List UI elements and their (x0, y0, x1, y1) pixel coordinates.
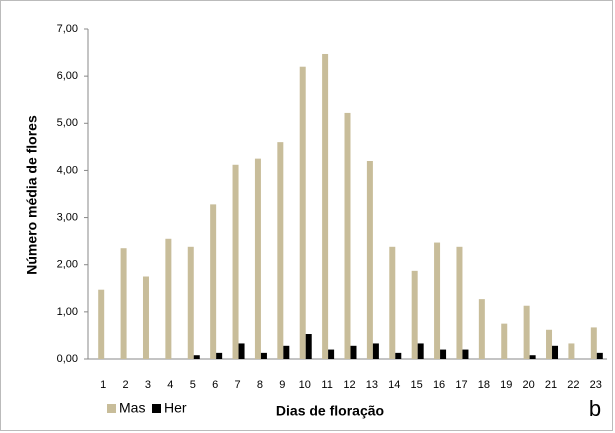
bar (193, 355, 200, 359)
bar (277, 142, 284, 359)
bar (238, 343, 245, 359)
x-tick-label: 1 (100, 379, 106, 391)
x-axis-title: Dias de floração (276, 403, 384, 419)
x-tick-label: 14 (388, 379, 400, 391)
x-tick-label: 10 (299, 379, 311, 391)
bar (142, 276, 149, 359)
bar (344, 112, 351, 360)
x-tick-label: 20 (523, 379, 535, 391)
legend-label: Her (164, 400, 187, 416)
x-tick-label: 9 (279, 379, 285, 391)
x-tick-label: 2 (123, 379, 129, 391)
bar (456, 246, 463, 359)
x-tick-label: 12 (343, 379, 355, 391)
annotation: b (589, 396, 601, 421)
bar (98, 289, 105, 359)
x-tick-label: 18 (478, 379, 490, 391)
bar (523, 305, 530, 359)
x-tick-label: 13 (366, 379, 378, 391)
x-tick-label: 21 (545, 379, 557, 391)
bar (568, 343, 575, 359)
bar (305, 334, 312, 359)
legend-label: Mas (119, 400, 145, 416)
y-tick-label: 0,00 (57, 353, 78, 365)
bar (283, 345, 290, 359)
y-tick-label: 4,00 (57, 164, 78, 176)
x-tick-label: 15 (411, 379, 423, 391)
x-tick-label: 8 (257, 379, 263, 391)
x-tick-label: 7 (234, 379, 240, 391)
x-tick-label: 4 (167, 379, 173, 391)
x-tick-label: 22 (567, 379, 579, 391)
legend-swatch (152, 404, 161, 413)
y-tick-label: 3,00 (57, 211, 78, 223)
x-tick-label: 3 (145, 379, 151, 391)
bar (596, 352, 603, 359)
x-tick-label: 17 (455, 379, 467, 391)
x-tick-label: 19 (500, 379, 512, 391)
bar (187, 246, 194, 359)
bar (322, 53, 329, 359)
bar (395, 352, 402, 359)
bar (546, 329, 553, 359)
y-tick-label: 6,00 (57, 70, 78, 82)
bar (372, 343, 379, 359)
bar (389, 246, 396, 359)
bar (165, 238, 172, 359)
y-tick-label: 2,00 (57, 259, 78, 271)
x-tick-label: 16 (433, 379, 445, 391)
bar (529, 355, 536, 359)
bar (120, 248, 127, 359)
bar (552, 345, 559, 359)
bar (260, 352, 267, 359)
x-tick-label: 11 (321, 379, 332, 391)
bar (462, 349, 469, 359)
bar (299, 66, 306, 359)
x-tick-label: 6 (212, 379, 218, 391)
y-tick-label: 7,00 (57, 23, 78, 35)
x-tick-label: 23 (590, 379, 602, 391)
bar (254, 158, 261, 359)
y-tick-label: 5,00 (57, 117, 78, 129)
bar (328, 349, 335, 359)
bar (350, 345, 357, 359)
bar (434, 242, 441, 359)
bar (478, 299, 485, 359)
bar (411, 270, 418, 359)
bar (216, 352, 223, 359)
bar (590, 327, 597, 359)
y-axis-title: Número média de flores (24, 115, 40, 275)
x-tick-label: 5 (190, 379, 196, 391)
bar (501, 323, 508, 359)
bar (440, 349, 447, 359)
y-tick-label: 1,00 (57, 306, 78, 318)
bar (417, 343, 424, 359)
legend-swatch (107, 404, 116, 413)
bar (232, 164, 239, 359)
bar (366, 161, 373, 359)
bar (210, 204, 217, 359)
